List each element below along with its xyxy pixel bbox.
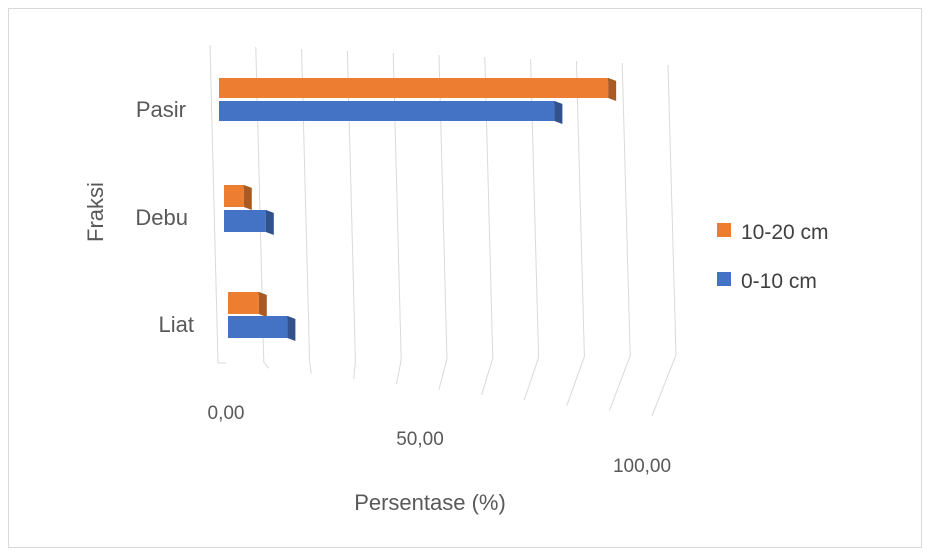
bar-end-pasir-10-20-cm [608,78,617,101]
gridline-0 [209,44,226,364]
category-label-pasir: Pasir [136,97,186,122]
x-axis-title: Persentase (%) [354,490,506,515]
x-tick-label-100: 100,00 [613,456,671,477]
gridline-5 [438,54,448,390]
gridline-7 [523,58,540,401]
legend-swatch-10-20-cm [717,223,731,237]
bar-pasir-10-20-cm [219,78,617,101]
bar-end-debu-10-20-cm [243,185,252,210]
bar-liat-0-10-cm [228,316,296,341]
legend-label-0-10-cm: 0-10 cm [741,270,817,293]
gridline-8 [566,60,585,406]
legend-label-10-20-cm: 10-20 cm [741,221,829,244]
bar-end-pasir-0-10-cm [554,101,563,124]
bar-front-debu-0-10-cm [224,210,266,232]
bar-pasir-0-10-cm [219,101,563,124]
bar-front-pasir-10-20-cm [219,78,609,98]
category-label-liat: Liat [159,312,194,337]
bar-front-liat-10-20-cm [228,292,259,314]
bar-liat-10-20-cm [228,292,267,317]
bar-front-liat-0-10-cm [228,316,288,338]
bar-front-pasir-0-10-cm [219,101,555,121]
bar-end-liat-10-20-cm [258,292,267,317]
bar-debu-10-20-cm [224,185,252,210]
bar-end-debu-0-10-cm [265,210,274,235]
x-tick-label-50: 50,00 [396,429,444,450]
gridline-2 [301,48,312,374]
x-tick-label-0: 0,00 [208,403,245,424]
legend-swatch-0-10-cm [717,272,731,286]
gridline-3 [346,50,356,379]
gridline-4 [392,52,402,385]
gridline-9 [608,62,631,411]
gridline-1 [255,46,269,369]
gridlines [209,44,677,417]
bar-front-debu-10-20-cm [224,185,244,207]
y-axis-title: Fraksi [83,182,108,242]
bar-end-liat-0-10-cm [287,316,296,341]
bars [219,78,617,341]
gridline-6 [481,56,494,395]
bar-debu-0-10-cm [224,210,274,235]
gridline-10 [651,64,677,417]
category-label-debu: Debu [135,205,188,230]
